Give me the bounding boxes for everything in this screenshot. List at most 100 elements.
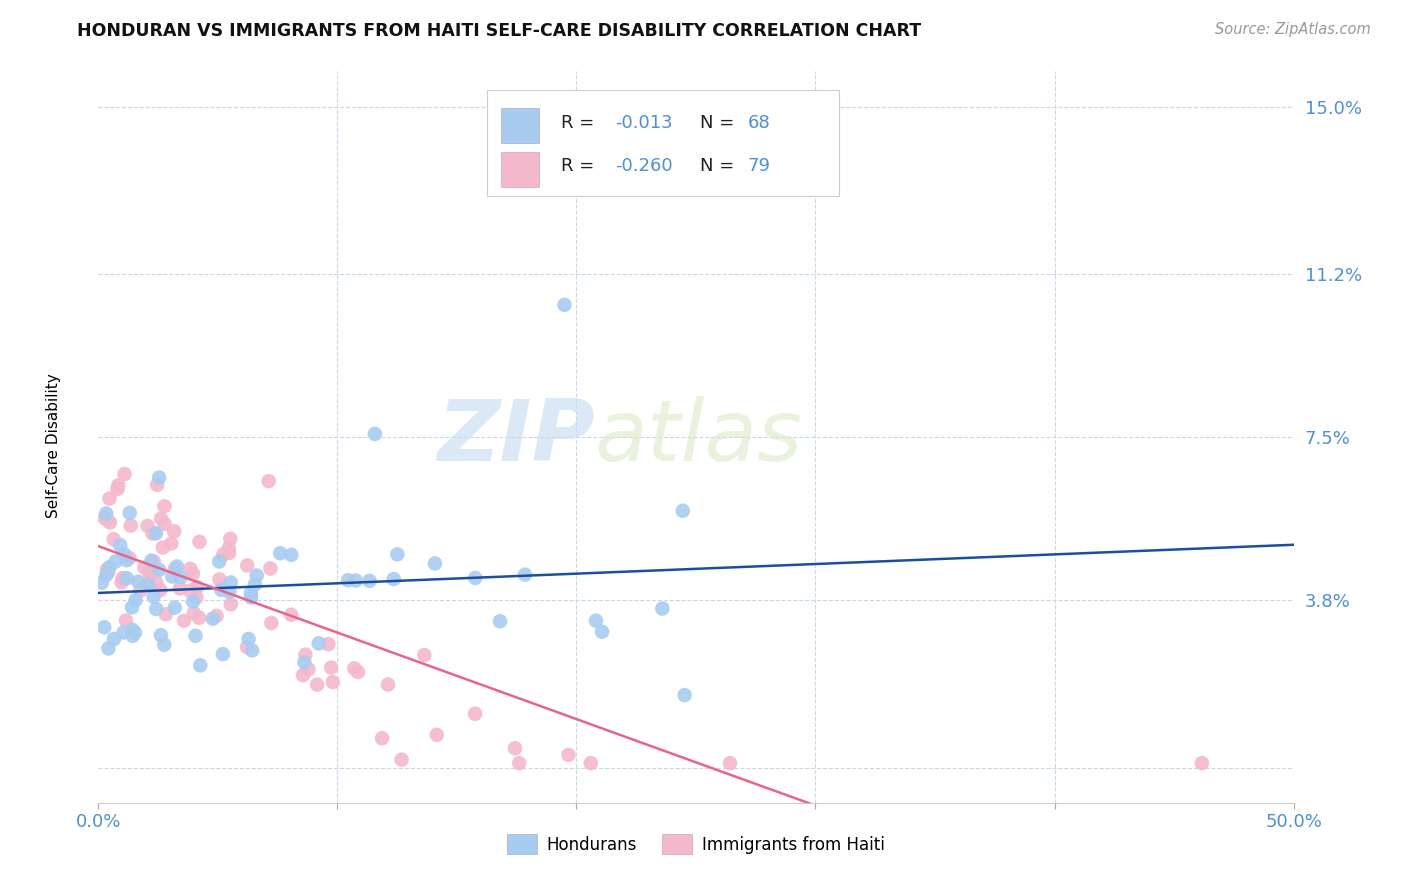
Point [297,662,319,676]
Point [246,568,269,582]
Point [257,474,280,488]
Point [219,575,242,590]
Text: 79: 79 [748,158,770,176]
Point [344,574,367,588]
FancyBboxPatch shape [501,109,540,143]
Text: 68: 68 [748,113,770,131]
Point [186,580,208,594]
Point [145,602,167,616]
Point [136,519,159,533]
Point [163,524,186,539]
Point [280,607,302,622]
Point [503,741,526,756]
Point [359,574,381,588]
Point [1191,756,1213,771]
FancyBboxPatch shape [486,90,839,195]
Point [136,576,159,591]
Point [107,478,129,492]
Text: HONDURAN VS IMMIGRANTS FROM HAITI SELF-CARE DISABILITY CORRELATION CHART: HONDURAN VS IMMIGRANTS FROM HAITI SELF-C… [77,22,921,40]
Point [96,568,118,582]
Point [269,546,291,560]
Point [243,577,266,591]
Point [150,511,173,525]
Point [141,554,163,568]
Point [347,665,370,679]
Text: R =: R = [561,113,600,131]
Point [377,677,399,691]
Point [183,606,205,620]
Point [163,600,186,615]
Text: -0.013: -0.013 [614,113,672,131]
Point [212,647,235,661]
Point [239,586,262,600]
Point [423,557,446,571]
Point [90,575,112,590]
Point [554,298,576,312]
Point [208,573,231,587]
Point [142,554,165,568]
Point [672,504,695,518]
Point [96,562,118,576]
Point [115,614,138,628]
Point [188,534,211,549]
Point [184,629,207,643]
Point [142,526,165,541]
Point [212,548,235,562]
Point [153,500,176,514]
Point [591,624,613,639]
Point [103,533,125,547]
Point [209,582,232,597]
Point [162,569,184,583]
Point [115,553,138,567]
Point [308,636,330,650]
Point [118,506,141,520]
Point [148,563,170,577]
Point [169,582,191,596]
Point [651,601,673,615]
Point [112,547,135,561]
Point [426,728,449,742]
Point [294,656,316,670]
Text: ZIP: ZIP [437,395,595,479]
Point [97,566,120,580]
Text: atlas: atlas [595,395,803,479]
Point [145,526,167,541]
Point [149,583,172,598]
Point [120,518,142,533]
Point [236,640,259,654]
Point [146,478,169,492]
Point [322,675,344,690]
Point [96,507,118,521]
Point [294,648,316,662]
Point [98,516,121,530]
Point [96,513,118,527]
Text: R =: R = [561,158,600,176]
Point [141,567,163,582]
Point [318,637,340,651]
Point [201,612,224,626]
Point [238,632,260,646]
Point [127,574,149,589]
Point [149,628,172,642]
Point [138,578,160,592]
Point [218,541,240,555]
Point [413,648,436,662]
Point [464,706,486,721]
Point [160,536,183,550]
Point [579,756,602,771]
Point [134,560,156,574]
Point [181,566,204,581]
Point [260,615,283,630]
Point [186,591,208,605]
Point [179,583,201,598]
Point [163,562,186,576]
Point [111,571,134,585]
Point [343,661,366,675]
Point [148,470,170,484]
Text: Self-Care Disability: Self-Care Disability [46,374,60,518]
Point [307,677,329,691]
Point [508,756,530,771]
Point [93,511,115,525]
Point [321,660,343,674]
Point [718,756,741,771]
